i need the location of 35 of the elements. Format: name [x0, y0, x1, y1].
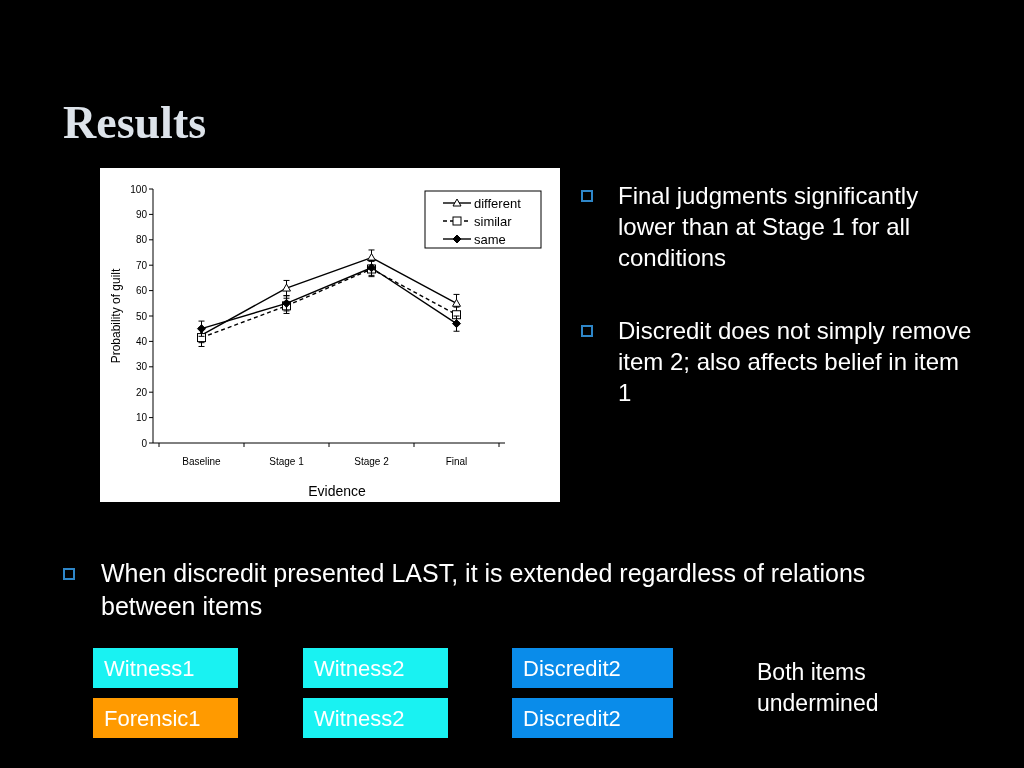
y-tick-label: 80	[135, 234, 148, 246]
x-tick-label: Stage 2	[354, 456, 390, 467]
legend-label: different	[474, 195, 522, 211]
text: Discredit does not simply remove item 2; also affects belief in item 1	[618, 317, 972, 406]
y-tick-label: 60	[135, 285, 148, 297]
y-tick-label: 70	[135, 259, 148, 271]
point	[452, 319, 461, 329]
text: Witness1	[104, 656, 195, 681]
x-tick-label: Stage 1	[269, 456, 305, 467]
text: Discredit2	[523, 656, 621, 681]
y-tick-label: 50	[135, 310, 148, 322]
y-tick-label: 40	[135, 335, 148, 347]
y-axis-title: Probability of guilt	[109, 267, 123, 364]
text: Forensic1	[104, 706, 201, 731]
chart-title: Results	[63, 97, 207, 148]
x-tick-label: Final	[445, 456, 468, 467]
y-tick-label: 10	[135, 412, 148, 424]
text: Witness2	[314, 706, 405, 731]
y-tick-label: 20	[135, 386, 148, 398]
text: Both items undermined	[757, 659, 879, 716]
text: Discredit2	[523, 706, 621, 731]
text: Final judgments significantly lower than at Stage 1 for all conditions	[618, 182, 919, 271]
point	[282, 283, 291, 292]
x-axis-title: Evidence	[308, 483, 367, 499]
y-tick-label: 90	[135, 208, 148, 220]
x-tick-label: Baseline	[182, 456, 222, 467]
y-tick-label: 100	[130, 183, 148, 195]
text: Witness2	[314, 656, 405, 681]
y-tick-label: 30	[135, 361, 148, 373]
legend-label: same	[474, 231, 506, 247]
point	[452, 298, 461, 307]
legend-label: similar	[474, 213, 513, 229]
text: When discredit presented LAST, it is extended regardless of relations between items	[101, 559, 866, 620]
y-tick-label: 0	[141, 437, 148, 449]
point	[197, 324, 206, 334]
